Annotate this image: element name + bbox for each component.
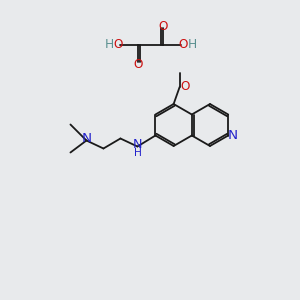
Text: O: O	[180, 80, 189, 94]
Text: N: N	[81, 132, 92, 145]
Text: N: N	[228, 129, 238, 142]
Text: H: H	[134, 148, 141, 158]
Text: H: H	[104, 38, 114, 52]
Text: N: N	[133, 138, 142, 151]
Text: O: O	[113, 38, 123, 52]
Text: H: H	[188, 38, 196, 52]
Text: O: O	[178, 38, 188, 52]
Text: O: O	[158, 20, 168, 32]
Text: O: O	[133, 58, 143, 70]
